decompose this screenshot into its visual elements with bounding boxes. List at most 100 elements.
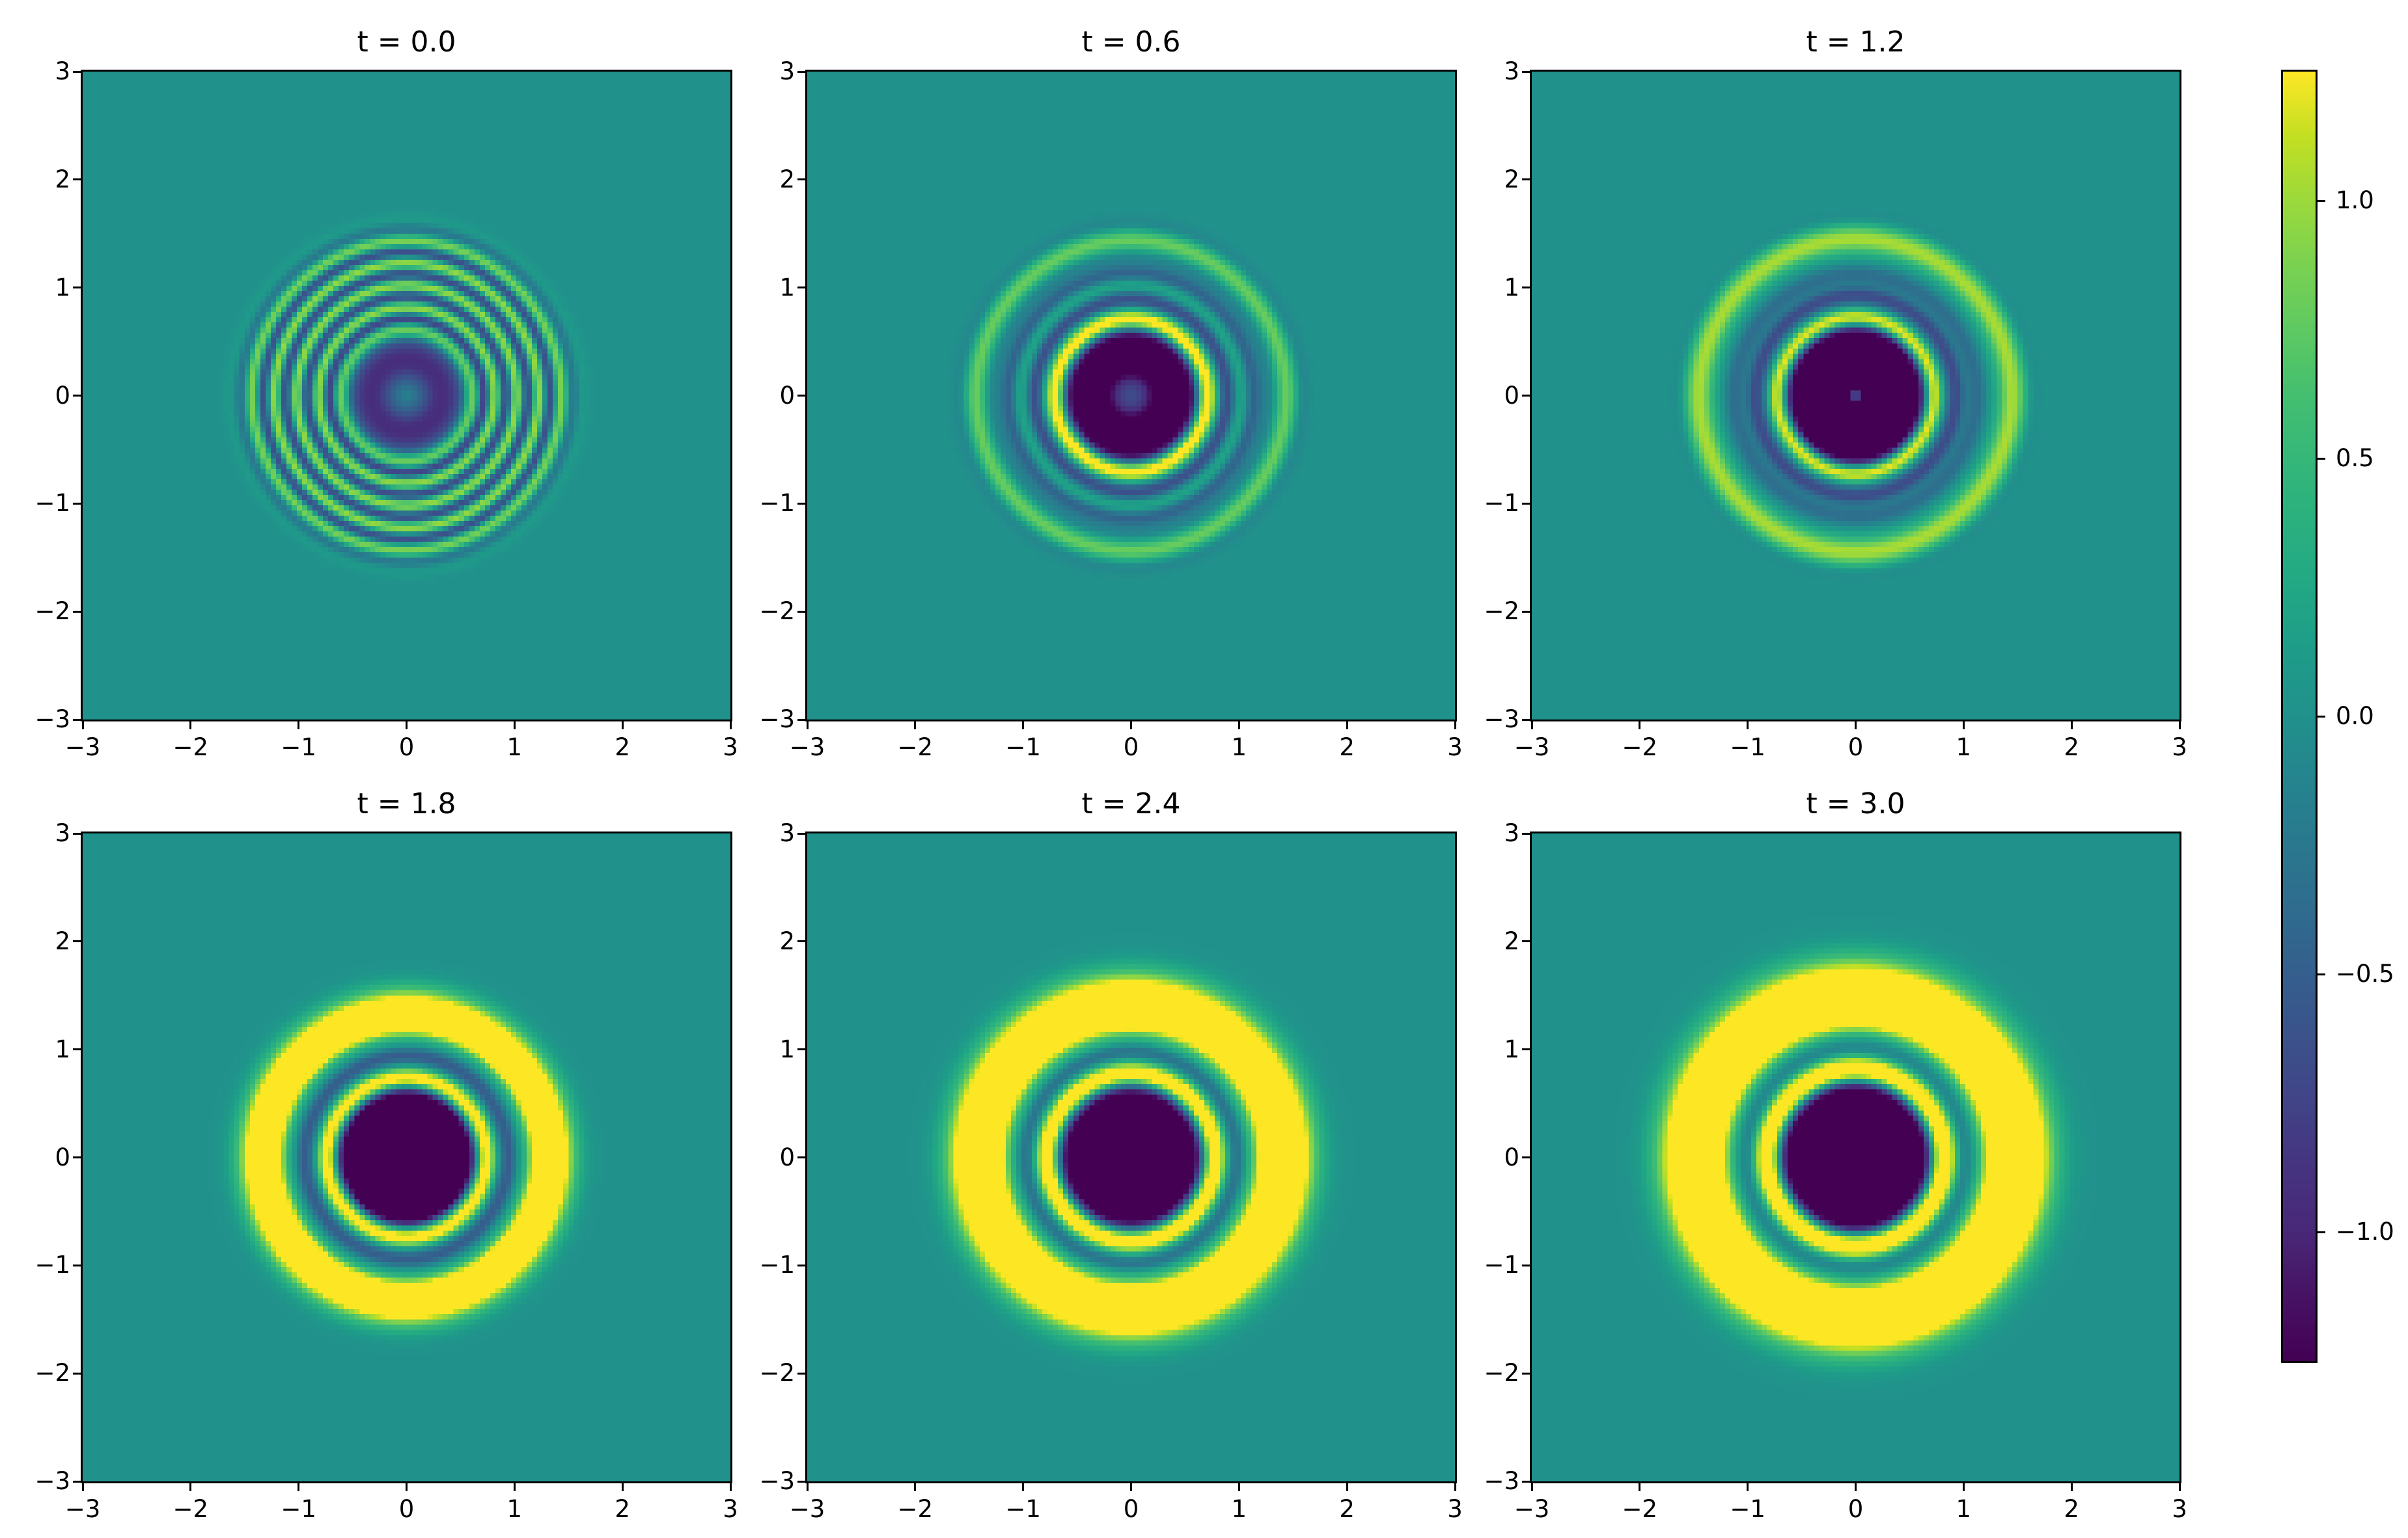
- x-tick-mark: [1346, 1483, 1348, 1491]
- y-tick-mark: [797, 1048, 805, 1051]
- heatmap-image: [83, 833, 730, 1481]
- y-tick-mark: [73, 1372, 81, 1375]
- y-tick-label: −1: [1484, 1251, 1519, 1279]
- y-tick-label: 2: [779, 927, 795, 955]
- y-tick-label: −1: [759, 489, 795, 518]
- x-tick-label: 0: [1848, 733, 1864, 761]
- x-tick-mark: [729, 721, 732, 729]
- x-tick-label: 3: [2172, 733, 2187, 761]
- x-tick-label: −3: [1514, 733, 1550, 761]
- y-tick-label: −1: [35, 489, 70, 518]
- x-tick-mark: [81, 721, 84, 729]
- axes-frame: [81, 832, 732, 1483]
- x-tick-label: −2: [897, 733, 934, 761]
- x-tick-label: 2: [2064, 1495, 2079, 1523]
- y-tick-label: 0: [55, 1143, 70, 1171]
- panel-title: t = 0.6: [1081, 25, 1181, 59]
- y-tick-mark: [797, 1264, 805, 1266]
- y-tick-mark: [797, 610, 805, 613]
- x-tick-label: 1: [506, 733, 523, 761]
- x-tick-label: −2: [173, 733, 209, 761]
- y-tick-mark: [1522, 287, 1530, 289]
- y-tick-mark: [1522, 1372, 1530, 1375]
- y-tick-mark: [797, 1372, 805, 1375]
- y-tick-label: −2: [35, 1359, 70, 1388]
- x-tick-mark: [189, 1483, 192, 1491]
- colorbar-tick-label: 0.5: [2336, 444, 2374, 472]
- y-tick-mark: [1522, 70, 1530, 73]
- y-tick-mark: [1522, 1048, 1530, 1051]
- x-tick-label: −2: [173, 1495, 209, 1523]
- colorbar-tick-label: −1.0: [2336, 1218, 2394, 1246]
- y-tick-label: 1: [1504, 273, 1519, 301]
- x-tick-label: 0: [1123, 1495, 1139, 1523]
- y-tick-label: 2: [1504, 165, 1519, 193]
- y-tick-label: 2: [55, 927, 70, 955]
- y-tick-label: −1: [1484, 489, 1519, 518]
- axes-frame: [1530, 70, 2181, 721]
- y-tick-label: 0: [1504, 1143, 1519, 1171]
- x-tick-label: −1: [281, 733, 316, 761]
- x-tick-label: −1: [1005, 733, 1041, 761]
- y-tick-mark: [797, 178, 805, 181]
- x-tick-label: 3: [2172, 1495, 2187, 1523]
- x-tick-label: −2: [1622, 733, 1658, 761]
- x-tick-mark: [806, 721, 809, 729]
- y-tick-mark: [73, 70, 81, 73]
- x-tick-mark: [1747, 721, 1749, 729]
- y-tick-label: −3: [1484, 705, 1519, 733]
- heatmap-image: [807, 833, 1455, 1481]
- x-tick-mark: [513, 721, 516, 729]
- x-tick-mark: [1747, 1483, 1749, 1491]
- y-tick-label: 0: [779, 381, 795, 410]
- y-tick-label: −2: [1484, 597, 1519, 626]
- x-tick-mark: [1454, 1483, 1456, 1491]
- x-tick-label: −3: [64, 733, 101, 761]
- y-tick-mark: [797, 718, 805, 721]
- y-tick-mark: [73, 178, 81, 181]
- x-tick-mark: [1346, 721, 1348, 729]
- y-tick-mark: [73, 940, 81, 943]
- y-tick-mark: [797, 287, 805, 289]
- y-tick-mark: [73, 1048, 81, 1051]
- y-tick-mark: [797, 1480, 805, 1483]
- x-tick-label: 1: [1231, 1495, 1247, 1523]
- x-tick-label: −1: [1730, 733, 1765, 761]
- y-tick-label: −1: [759, 1251, 795, 1279]
- panel-title: t = 3.0: [1806, 787, 1905, 820]
- y-tick-label: 3: [1504, 57, 1519, 85]
- axes-frame: [805, 832, 1457, 1483]
- x-tick-mark: [621, 721, 624, 729]
- x-tick-label: −1: [281, 1495, 316, 1523]
- y-tick-mark: [1522, 1264, 1530, 1266]
- x-tick-label: 1: [1231, 733, 1247, 761]
- panel-title: t = 1.2: [1806, 25, 1905, 59]
- heatmap-panel: t = 1.2 −3 −2 −1 0 1 2 3 −3 −2 −1 0 1 2 3: [1484, 26, 2187, 761]
- x-tick-mark: [1962, 1483, 1965, 1491]
- colorbar-tick-mark: [2318, 1231, 2325, 1233]
- x-tick-mark: [621, 1483, 624, 1491]
- panel-title: t = 0.0: [357, 25, 456, 59]
- x-tick-label: −1: [1005, 1495, 1041, 1523]
- x-tick-label: −2: [897, 1495, 934, 1523]
- x-tick-label: 3: [723, 1495, 738, 1523]
- x-tick-mark: [406, 1483, 408, 1491]
- x-tick-mark: [806, 1483, 809, 1491]
- y-tick-mark: [73, 502, 81, 505]
- x-tick-label: −3: [789, 733, 825, 761]
- x-tick-mark: [1022, 1483, 1025, 1491]
- x-tick-mark: [1530, 721, 1533, 729]
- heatmap-image: [1532, 72, 2180, 720]
- y-tick-mark: [73, 1264, 81, 1266]
- y-tick-mark: [797, 70, 805, 73]
- colorbar-tick-mark: [2318, 715, 2325, 718]
- y-tick-label: −3: [1484, 1467, 1519, 1495]
- x-tick-mark: [513, 1483, 516, 1491]
- heatmap-panel: t = 2.4 −3 −2 −1 0 1 2 3 −3 −2 −1 0 1 2 3: [759, 788, 1462, 1522]
- y-tick-mark: [797, 832, 805, 835]
- y-tick-label: −2: [759, 597, 795, 626]
- y-tick-label: 1: [55, 1035, 70, 1063]
- axes-frame: [1530, 832, 2181, 1483]
- y-tick-label: −3: [759, 1467, 795, 1495]
- y-tick-label: 3: [779, 819, 795, 847]
